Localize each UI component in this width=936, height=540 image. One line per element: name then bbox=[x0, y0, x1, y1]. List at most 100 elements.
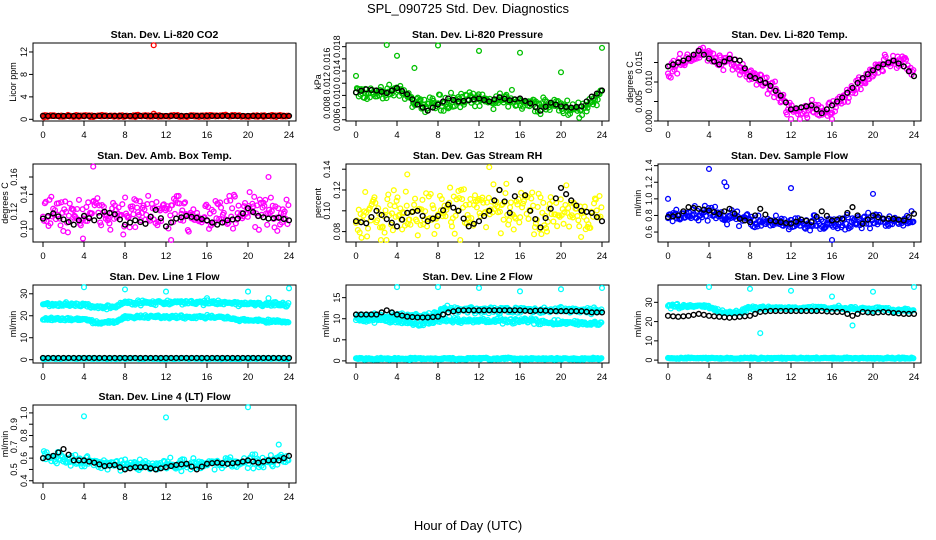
data-point bbox=[704, 217, 711, 224]
data-point bbox=[169, 202, 176, 209]
data-point bbox=[778, 215, 785, 222]
data-point bbox=[390, 92, 397, 99]
outlier-point bbox=[393, 52, 401, 59]
hourly-point bbox=[823, 106, 830, 113]
hourly-point bbox=[91, 217, 98, 224]
data-point bbox=[62, 198, 69, 205]
hourly-point bbox=[378, 309, 385, 316]
hourly-point bbox=[695, 47, 702, 54]
outlier-point bbox=[557, 286, 565, 293]
hourly-point bbox=[285, 112, 293, 120]
data-point bbox=[516, 219, 523, 226]
outlier-point bbox=[516, 49, 524, 56]
hourly-point bbox=[685, 312, 692, 319]
data-point bbox=[66, 200, 73, 207]
hourly-point bbox=[736, 215, 743, 222]
y-tick-label: 1.0 bbox=[19, 407, 29, 420]
data-point bbox=[390, 187, 397, 194]
data-point bbox=[382, 207, 389, 214]
x-tick-label: 8 bbox=[435, 251, 440, 262]
data-point bbox=[136, 198, 143, 205]
hourly-point bbox=[711, 58, 718, 65]
data-point bbox=[792, 215, 799, 222]
data-point bbox=[440, 107, 447, 114]
panel-title: Stan. Dev. Li-820 Pressure bbox=[412, 29, 543, 41]
data-point bbox=[133, 197, 140, 204]
y-tick-label: 0 bbox=[332, 358, 342, 363]
x-tick-label: 0 bbox=[40, 251, 45, 262]
hourly-point bbox=[404, 91, 411, 98]
y-tick-label: 0.12 bbox=[9, 203, 19, 221]
data-point bbox=[261, 202, 268, 209]
data-point bbox=[399, 226, 406, 233]
y-axis-label: degrees C bbox=[0, 182, 10, 224]
hourly-point bbox=[823, 212, 830, 219]
x-tick-label: 0 bbox=[665, 130, 670, 141]
data-point bbox=[842, 226, 849, 233]
data-point bbox=[808, 96, 815, 103]
data-point bbox=[807, 227, 814, 234]
hourly-point bbox=[598, 87, 606, 94]
hourly-point bbox=[137, 218, 144, 226]
hourly-point bbox=[285, 217, 293, 224]
data-point bbox=[581, 203, 588, 210]
x-tick-label: 24 bbox=[909, 372, 920, 383]
outlier-point bbox=[869, 288, 877, 295]
hourly-point bbox=[383, 307, 390, 314]
hourly-point bbox=[434, 101, 442, 108]
panel-title: Stan. Dev. Line 1 Flow bbox=[109, 271, 220, 283]
hourly-point bbox=[516, 95, 524, 102]
data-point bbox=[591, 195, 598, 202]
panel-title: Stan. Dev. Line 3 Flow bbox=[734, 271, 845, 283]
x-tick-label: 8 bbox=[747, 251, 752, 262]
data-point bbox=[467, 195, 474, 203]
hourly-point bbox=[849, 312, 856, 319]
hourly-point bbox=[705, 207, 713, 214]
data-point bbox=[490, 106, 497, 113]
data-point bbox=[575, 217, 582, 224]
x-tick-label: 0 bbox=[40, 130, 45, 141]
hourly-point bbox=[736, 57, 743, 64]
x-tick-label: 12 bbox=[786, 372, 797, 383]
data-point bbox=[421, 96, 428, 103]
data-point bbox=[55, 200, 62, 207]
y-tick-label: 0.5 bbox=[9, 463, 19, 476]
outlier-point bbox=[121, 286, 129, 293]
data-point bbox=[229, 205, 236, 212]
hourly-point bbox=[664, 63, 672, 70]
data-point bbox=[411, 201, 418, 208]
hourly-point bbox=[388, 309, 395, 316]
y-tick-label: 0.6 bbox=[19, 452, 29, 465]
data-point bbox=[130, 211, 137, 218]
hourly-point bbox=[96, 461, 103, 468]
x-tick-label: 8 bbox=[122, 251, 127, 262]
x-tick-label: 20 bbox=[556, 372, 567, 383]
hourly-point bbox=[168, 219, 175, 226]
data-point bbox=[906, 219, 913, 226]
data-point bbox=[419, 196, 426, 203]
plot-frame bbox=[32, 42, 297, 122]
main-title: SPL_090725 Std. Dev. Diagnostics bbox=[366, 1, 570, 16]
x-tick-label: 16 bbox=[827, 251, 838, 262]
hourly-point bbox=[721, 58, 728, 65]
data-point bbox=[436, 91, 443, 98]
data-point bbox=[381, 229, 388, 236]
hourly-point bbox=[834, 98, 841, 105]
data-point bbox=[379, 223, 386, 230]
x-tick-label: 20 bbox=[243, 492, 254, 503]
hourly-point bbox=[209, 219, 216, 226]
hourly-point bbox=[685, 204, 692, 211]
data-point bbox=[578, 112, 586, 119]
hourly-point bbox=[828, 102, 836, 109]
hourly-point bbox=[716, 210, 723, 217]
hourly-point bbox=[859, 74, 866, 82]
data-point bbox=[227, 454, 234, 461]
hourly-point bbox=[864, 216, 871, 223]
hourly-point bbox=[419, 212, 426, 220]
data-point bbox=[255, 226, 262, 233]
data-point bbox=[447, 89, 455, 96]
data-point bbox=[557, 196, 564, 203]
x-tick-label: 0 bbox=[665, 251, 670, 262]
data-point bbox=[564, 97, 571, 104]
